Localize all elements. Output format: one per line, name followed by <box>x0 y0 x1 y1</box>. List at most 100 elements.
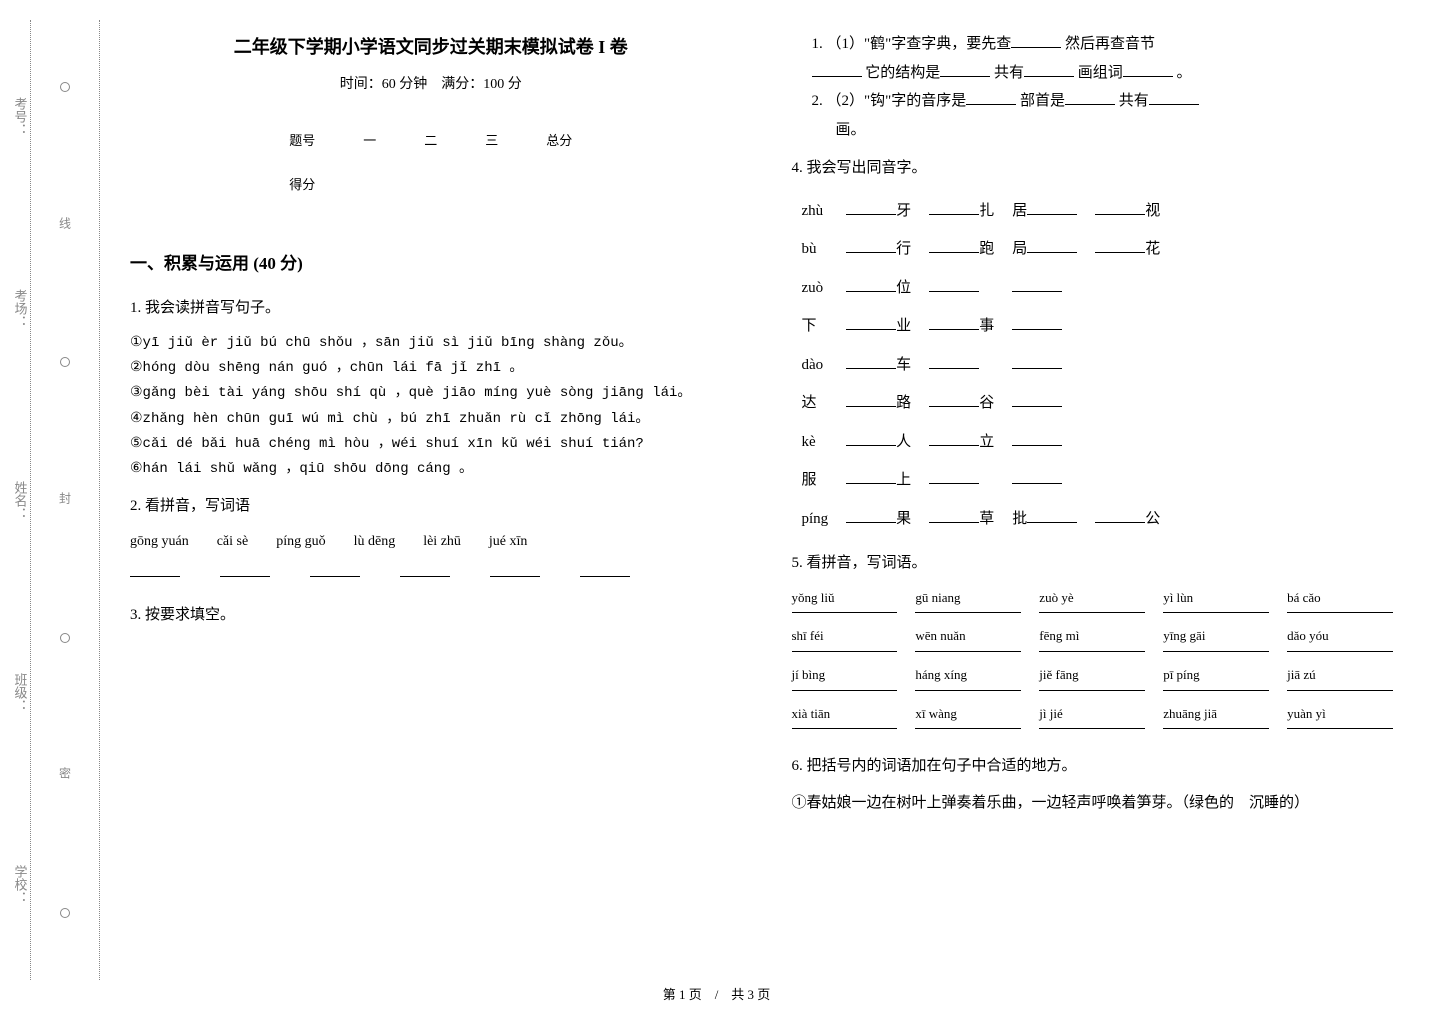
pinyin-sentence: ⑥hán lái shǔ wǎng ，qiū shōu dōng cáng 。 <box>130 457 732 482</box>
pinyin-label: jí bìng <box>792 663 898 688</box>
binding-cut-line: 线 封 密 <box>55 20 75 980</box>
binding-label: 考号： <box>11 97 30 136</box>
question-title: 2. 看拼音，写词语 <box>130 492 732 521</box>
pinyin-cell: háng xíng <box>915 663 1021 694</box>
pinyin-cell: yīng gāi <box>1163 624 1269 655</box>
homophone-cell <box>1004 424 1085 461</box>
q3-text: 部首是 <box>1020 93 1065 109</box>
homophone-cell: 立 <box>921 424 1002 461</box>
homophone-pinyin: píng <box>794 501 837 538</box>
pinyin-label: wēn nuǎn <box>915 624 1021 649</box>
pinyin-word-row: gōng yuán cǎi sè píng guǒ lù dēng lèi zh… <box>130 529 732 556</box>
homophone-cell: 人 <box>838 424 919 461</box>
homophone-cell: 居 <box>1004 193 1085 230</box>
binding-circle-icon <box>60 633 70 643</box>
pinyin-cell: xià tiān <box>792 702 898 733</box>
answer-line <box>1163 651 1269 655</box>
blank <box>1011 34 1061 48</box>
pinyin-word: píng guǒ <box>276 529 325 556</box>
pinyin-cell: jiā zú <box>1287 663 1393 694</box>
answer-line <box>1039 728 1145 732</box>
exam-subtitle: 时间：60 分钟 满分：100 分 <box>130 72 732 99</box>
answer-line <box>1039 690 1145 694</box>
pinyin-cell: bá cǎo <box>1287 586 1393 617</box>
pinyin-cell: xī wàng <box>915 702 1021 733</box>
pinyin-label: jiě fāng <box>1039 663 1145 688</box>
table-row: kè人立 <box>794 424 1169 461</box>
pinyin-label: fēng mì <box>1039 624 1145 649</box>
pinyin-cell: pī píng <box>1163 663 1269 694</box>
blank <box>130 559 180 577</box>
homophone-pinyin: 下 <box>794 308 837 345</box>
q3-text: 它的结构是 <box>865 65 940 81</box>
answer-line <box>915 728 1021 732</box>
homophone-pinyin: zuò <box>794 270 837 307</box>
score-label: 得分 <box>265 163 339 208</box>
answer-line <box>1039 612 1145 616</box>
question-title: 1. 我会读拼音写句子。 <box>130 294 732 323</box>
table-row: 达路谷 <box>794 385 1169 422</box>
binding-label: 姓名： <box>11 481 30 520</box>
pinyin-sentence: ④zhǎng hèn chūn guī wú mì chù ，bú zhī zh… <box>130 407 732 432</box>
table-row: 得分 <box>265 163 596 208</box>
homophone-pinyin: bù <box>794 231 837 268</box>
binding-label: 考场： <box>11 289 30 328</box>
score-header: 二 <box>400 119 461 164</box>
homophone-cell: 扎 <box>921 193 1002 230</box>
pinyin-label: zhuāng jiā <box>1163 702 1269 727</box>
exam-title: 二年级下学期小学语文同步过关期末模拟试卷 I 卷 <box>130 30 732 64</box>
homophone-cell: 上 <box>838 462 919 499</box>
homophone-cell <box>1004 270 1085 307</box>
q3-text: 1. （1）"鹤"字查字典，要先查 <box>812 36 1012 52</box>
blank <box>812 63 862 77</box>
pinyin-sentence: ⑤cǎi dé bǎi huā chéng mì hòu ，wéi shuí x… <box>130 432 732 457</box>
homophone-cell <box>1004 308 1085 345</box>
answer-line <box>1287 612 1393 616</box>
table-row: 下业事 <box>794 308 1169 345</box>
q3-text: 共有 <box>1119 93 1149 109</box>
pinyin-word: lù dēng <box>354 529 396 556</box>
pinyin-cell: shī féi <box>792 624 898 655</box>
binding-circle-icon <box>60 357 70 367</box>
q3-text: 。 <box>1177 65 1192 81</box>
pinyin-label: jiā zú <box>1287 663 1393 688</box>
pinyin-label: bá cǎo <box>1287 586 1393 611</box>
blank <box>220 559 270 577</box>
score-header: 总分 <box>522 119 596 164</box>
pinyin-word: jué xīn <box>489 529 528 556</box>
answer-line <box>792 612 898 616</box>
homophone-cell <box>1004 347 1085 384</box>
pinyin-word: gōng yuán <box>130 529 189 556</box>
pinyin-word: lèi zhū <box>423 529 461 556</box>
homophone-cell: 跑 <box>921 231 1002 268</box>
pinyin-label: xià tiān <box>792 702 898 727</box>
question-title: 4. 我会写出同音字。 <box>792 154 1394 183</box>
homophone-cell: 视 <box>1087 193 1168 230</box>
homophone-cell: 花 <box>1087 231 1168 268</box>
pinyin-cell: wēn nuǎn <box>915 624 1021 655</box>
table-row: 服上 <box>794 462 1169 499</box>
answer-line <box>792 690 898 694</box>
answer-line <box>1287 728 1393 732</box>
pinyin-cell: jì jié <box>1039 702 1145 733</box>
homophone-cell: 草 <box>921 501 1002 538</box>
score-header: 一 <box>339 119 400 164</box>
binding-circle-icon <box>60 82 70 92</box>
q3-text: 然后再查音节 <box>1065 36 1155 52</box>
pinyin-cell: dǎo yóu <box>1287 624 1393 655</box>
pinyin-label: gū niang <box>915 586 1021 611</box>
table-row: zuò位 <box>794 270 1169 307</box>
pinyin-sentence: ①yī jiǔ èr jiǔ bú chū shǒu ，sān jiǔ sì j… <box>130 331 732 356</box>
pinyin-cell: jí bìng <box>792 663 898 694</box>
binding-field-labels: 考号： 考场： 姓名： 班级： 学校： <box>10 20 30 980</box>
q3-sub1: 1. （1）"鹤"字查字典，要先查 然后再查音节 它的结构是 共有 画组词 。 <box>792 30 1394 87</box>
pinyin-cell: yì lùn <box>1163 586 1269 617</box>
pinyin-label: háng xíng <box>915 663 1021 688</box>
blank <box>940 63 990 77</box>
pinyin-label: yīng gāi <box>1163 624 1269 649</box>
homophone-table: zhù牙扎居视bù行跑局花zuò位下业事dào车达路谷kè人立服上píng果草批… <box>792 191 1171 540</box>
answer-line <box>915 651 1021 655</box>
homophone-cell: 局 <box>1004 231 1085 268</box>
answer-line <box>1163 690 1269 694</box>
binding-text: 密 <box>57 767 74 783</box>
